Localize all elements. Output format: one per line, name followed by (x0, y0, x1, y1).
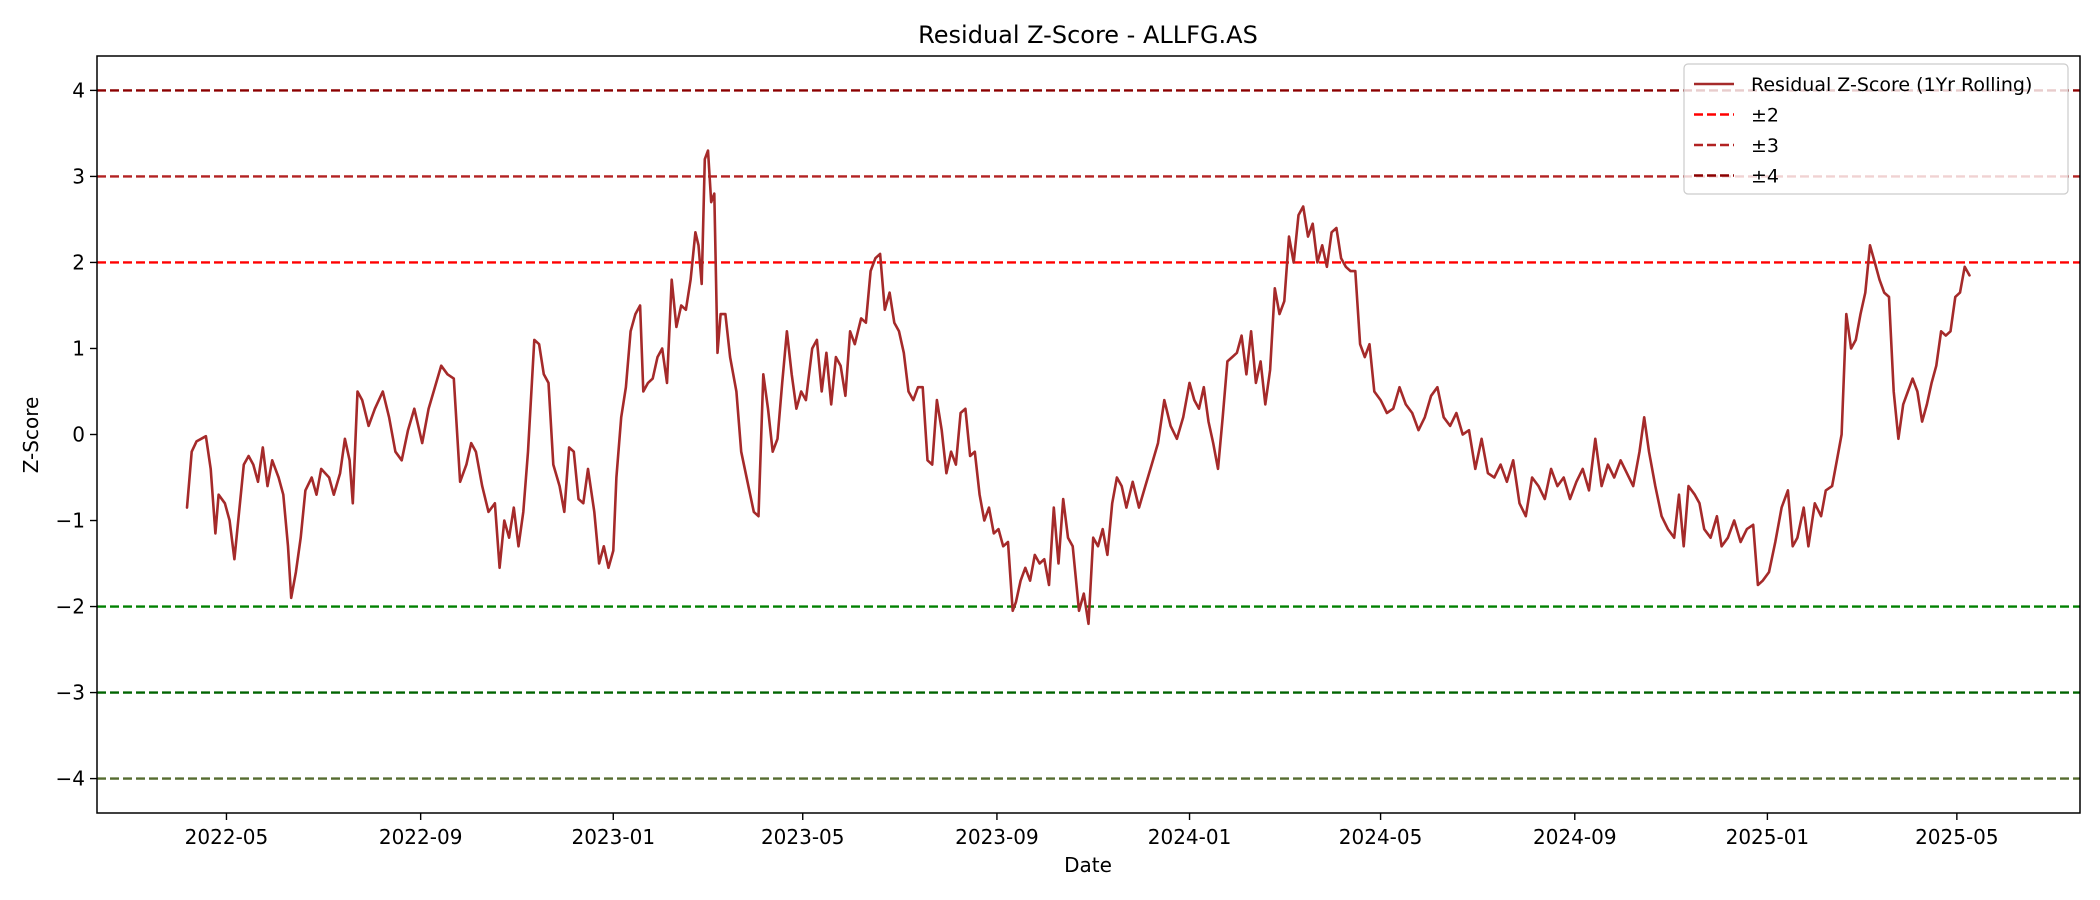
series-layer (185, 149, 1971, 626)
x-tick-label: 2024-01 (1148, 825, 1232, 849)
x-tick-label: 2023-01 (571, 825, 655, 849)
series-line-0 (185, 149, 1971, 626)
x-axis-title: Date (1064, 853, 1112, 877)
y-tick-label: −2 (56, 595, 85, 619)
legend-box (1683, 63, 2069, 195)
y-tick-label: 1 (72, 336, 85, 360)
x-tick-label: 2024-05 (1339, 825, 1423, 849)
legend-label-3: ±4 (1751, 166, 1779, 188)
x-tick-label: 2024-09 (1533, 825, 1617, 849)
legend-label-2: ±3 (1751, 135, 1779, 157)
y-tick-label: 2 (72, 250, 85, 274)
legend-label-0: Residual Z-Score (1Yr Rolling) (1751, 74, 2032, 96)
x-tick-label: 2023-09 (955, 825, 1039, 849)
x-tick-label: 2022-05 (185, 825, 269, 849)
x-tick-label: 2022-09 (379, 825, 463, 849)
chart-title: Residual Z-Score - ALLFG.AS (918, 21, 1258, 49)
y-tick-label: 4 (72, 78, 85, 102)
y-axis: −4 −3 −2 −1 0 1 2 3 4 (56, 78, 97, 791)
x-tick-label: 2023-05 (761, 825, 845, 849)
y-tick-label: −1 (56, 509, 85, 533)
legend: Residual Z-Score (1Yr Rolling) ±2 ±3 ±4 (1683, 63, 2069, 195)
x-tick-label: 2025-05 (1915, 825, 1999, 849)
y-tick-label: 3 (72, 164, 85, 188)
x-tick-label: 2025-01 (1726, 825, 1810, 849)
y-tick-label: 0 (72, 423, 85, 447)
legend-label-1: ±2 (1751, 105, 1779, 127)
y-tick-label: −3 (56, 681, 85, 705)
x-axis: 2022-05 2022-09 2023-01 2023-05 2023-09 2024-… (185, 813, 1999, 849)
reference-lines (97, 89, 2080, 780)
y-axis-title: Z-Score (19, 397, 43, 474)
y-tick-label: −4 (56, 767, 85, 791)
